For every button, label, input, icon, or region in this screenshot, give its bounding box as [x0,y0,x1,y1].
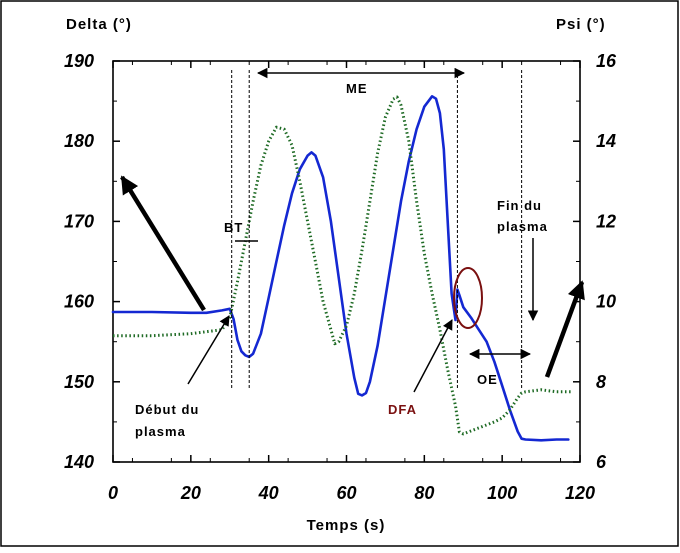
delta-series-line [111,95,570,442]
x-tick-label: 40 [258,483,279,503]
y-left-tick-label: 170 [64,211,94,231]
y-right-tick-label: 14 [596,131,616,151]
x-axis-title: Temps (s) [307,517,386,534]
psi-series-line [113,95,573,436]
dfa-arrow [413,319,453,393]
y-right-tick-label: 6 [596,452,607,472]
fin-label-line2: plasma [497,219,548,234]
bt-label: BT [224,220,243,235]
psi-axis-arrow [544,280,585,378]
y-left-axis-title: Delta (°) [66,16,132,33]
y-left-tick-label: 140 [64,452,94,472]
y-left-tick-label: 180 [64,131,94,151]
marker-lines [231,70,523,388]
y-left-tick-label: 160 [64,292,94,312]
x-tick-label: 100 [487,483,517,503]
debut-label-line2: plasma [135,424,186,439]
y-right-tick-label: 10 [596,292,616,312]
fin-label-line1: Fin du [497,198,542,213]
x-tick-label: 20 [180,483,201,503]
dfa-circle [453,267,483,329]
axis-ticks: 0 20 40 60 80 100 120 140 150 160 170 180 190 6 8 10 12 1… [64,51,617,503]
debut-arrow [187,315,230,385]
dfa-label: DFA [388,402,417,417]
delta-axis-arrow [120,175,206,312]
oe-label: OE [477,372,498,387]
x-tick-label: 60 [336,483,356,503]
y-right-axis-title: Psi (°) [556,16,606,33]
y-left-tick-label: 190 [64,51,94,71]
y-left-tick-label: 150 [64,372,94,392]
y-right-tick-label: 12 [596,211,616,231]
debut-label-line1: Début du [135,402,199,417]
x-tick-label: 0 [108,483,118,503]
y-right-tick-label: 16 [596,51,617,71]
me-label: ME [346,81,368,96]
y-right-tick-label: 8 [596,372,606,392]
x-tick-label: 120 [565,483,595,503]
x-tick-label: 80 [414,483,434,503]
series-layer [111,95,573,442]
